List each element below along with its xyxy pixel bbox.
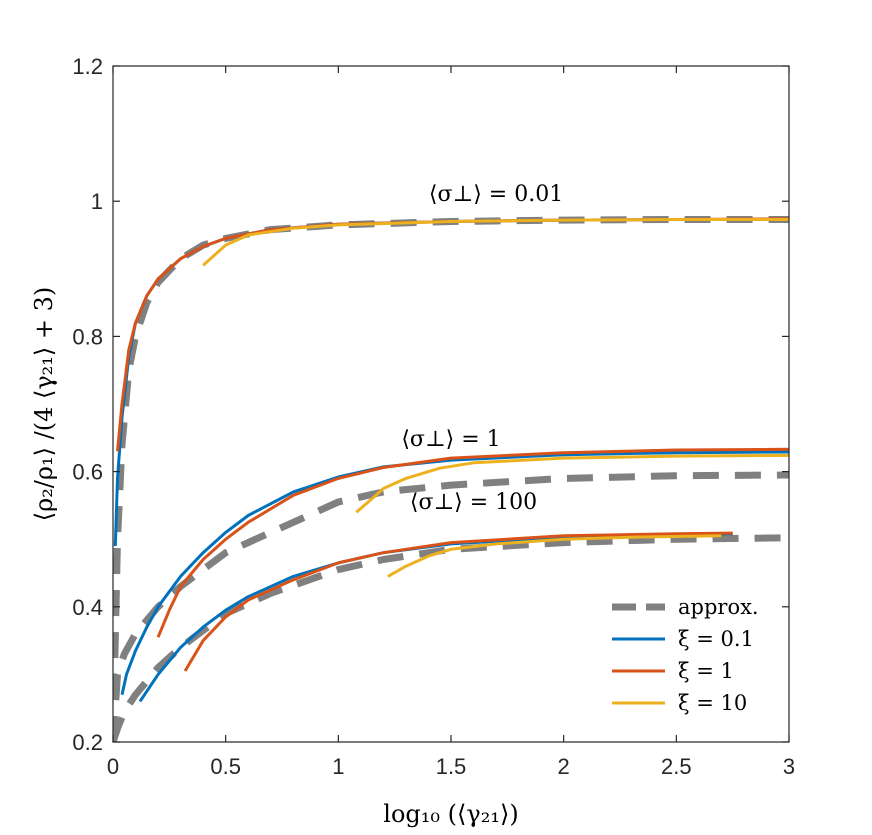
legend-label-2: ξ = 1 [678, 659, 734, 683]
series-layer [113, 216, 789, 742]
y-tick-label: 0.2 [72, 730, 103, 755]
annotation-1: ⟨σ⊥⟩ = 1 [401, 427, 500, 452]
y-tick-label: 1 [91, 189, 103, 214]
annotation-0: ⟨σ⊥⟩ = 0.01 [429, 182, 563, 207]
x-tick-label: 0 [107, 754, 119, 779]
annotation-2: ⟨σ⊥⟩ = 100 [410, 490, 537, 515]
x-tick-label: 1.5 [436, 754, 467, 779]
y-axis-label: ⟨ρ₂/ρ₁⟩ /(4 ⟨γ₂₁⟩ + 3) [30, 287, 58, 522]
legend-label-1: ξ = 0.1 [678, 627, 754, 651]
y-tick-label: 1.2 [72, 54, 103, 79]
series-line-4 [120, 450, 789, 696]
y-tick-label: 0.4 [72, 595, 103, 620]
annotation-layer: ⟨σ⊥⟩ = 0.01 ⟨σ⊥⟩ = 1 ⟨σ⊥⟩ = 100 [401, 182, 563, 515]
series-line-2 [113, 534, 789, 742]
x-tick-label: 0.5 [210, 754, 241, 779]
x-axis-label: log₁₀ (⟨γ₂₁⟩) [383, 800, 518, 828]
series-line-1 [113, 471, 789, 742]
series-line-9 [202, 218, 789, 267]
y-tick-label: 0.8 [72, 324, 103, 349]
x-tick-label: 2.5 [661, 754, 692, 779]
tick-layer: 0 0.5 1 1.5 2 2.5 3 0.2 0.4 0.6 0.8 1 1.2 [72, 54, 795, 779]
series-line-11 [387, 534, 722, 578]
legend-label-3: ξ = 10 [678, 691, 747, 715]
x-tick-label: 3 [783, 754, 795, 779]
x-tick-label: 1 [332, 754, 344, 779]
series-line-10 [355, 453, 789, 514]
legend: approx. ξ = 0.1 ξ = 1 ξ = 10 [600, 590, 780, 720]
legend-label-0: approx. [678, 595, 759, 619]
y-tick-label: 0.6 [72, 460, 103, 485]
legend-box [600, 590, 780, 720]
series-line-8 [183, 531, 733, 672]
x-tick-label: 2 [558, 754, 570, 779]
series-line-7 [156, 447, 789, 638]
